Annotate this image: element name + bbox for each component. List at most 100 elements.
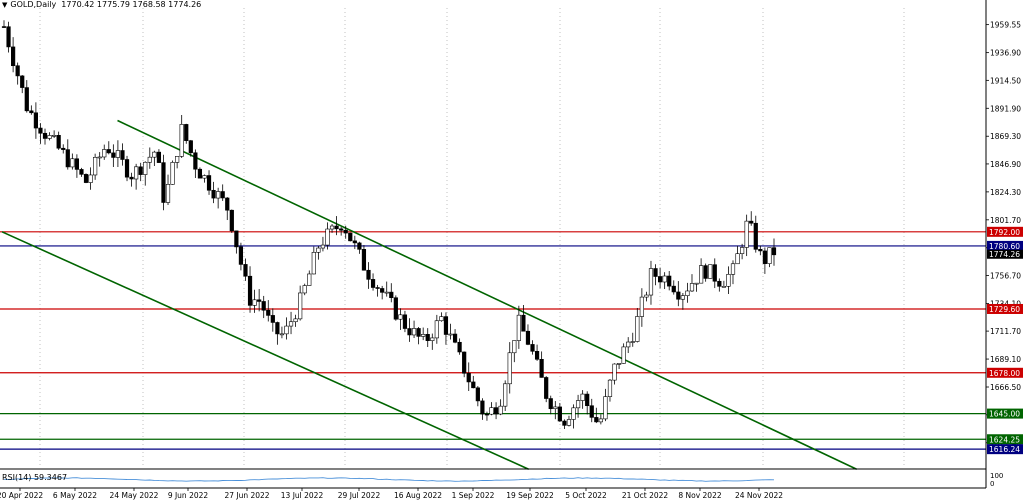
dropdown-arrow-icon[interactable]: ▼: [2, 1, 8, 9]
bull-candle: [165, 184, 171, 203]
bull-candle: [384, 291, 389, 294]
bear-candle: [466, 372, 471, 383]
bear-candle: [480, 400, 485, 415]
y-tick-label: 1846.90: [990, 160, 1021, 169]
bull-candle: [580, 393, 585, 401]
bear-candle: [771, 247, 777, 256]
bear-candle: [667, 275, 672, 287]
x-tick-label: 6 May 2022: [53, 491, 97, 500]
bear-candle: [188, 140, 193, 154]
bull-candle: [708, 264, 713, 279]
bear-candle: [138, 166, 143, 175]
x-tick-label: 21 Oct 2022: [622, 491, 669, 500]
price-labels: 1792.00 1780.60 1729.60 1678.00 1645.00 1624.…: [987, 226, 1023, 455]
x-tick-label: 27 Jun 2022: [224, 491, 269, 500]
x-tick-label: 24 Nov 2022: [735, 491, 783, 500]
y-tick-label: 1891.90: [990, 104, 1021, 113]
trendline: [117, 119, 858, 470]
bull-candle: [607, 379, 613, 397]
bull-candle: [329, 225, 335, 230]
bear-candle: [206, 175, 212, 191]
bull-candle: [52, 135, 57, 137]
y-tick-label: 1824.30: [990, 188, 1021, 197]
bear-candle: [452, 333, 458, 343]
bull-candle: [603, 396, 608, 420]
bear-candle: [65, 149, 70, 168]
bull-candle: [430, 337, 435, 341]
bear-candle: [762, 250, 767, 264]
x-tick-label: 20 Apr 2022: [0, 491, 43, 500]
bear-candle: [471, 381, 476, 389]
bear-candle: [443, 316, 449, 335]
x-tick-label: 13 Jul 2022: [281, 491, 324, 500]
bull-candle: [302, 285, 307, 294]
bear-candle: [758, 249, 763, 252]
horizontal-levels: [0, 231, 986, 450]
level-label: 1792.00: [989, 228, 1020, 237]
y-tick-label: 1936.90: [990, 49, 1021, 58]
bull-candle: [434, 320, 439, 339]
bull-candle: [202, 175, 207, 179]
bear-candle: [15, 65, 20, 77]
bear-candle: [33, 112, 38, 129]
bull-candle: [726, 273, 731, 287]
bear-candle: [676, 291, 681, 300]
bull-candle: [612, 363, 617, 381]
y-tick-label: 1959.55: [990, 21, 1021, 30]
bear-candle: [20, 75, 25, 88]
bull-candle: [730, 263, 736, 275]
bear-candle: [557, 406, 562, 422]
bull-candle: [134, 166, 139, 180]
level-label-bg: [987, 226, 1023, 237]
bull-candle: [740, 247, 745, 254]
bull-candle: [689, 283, 695, 292]
bull-candle: [616, 363, 622, 365]
bear-candle: [562, 420, 567, 426]
y-tick-label: 1734.10: [990, 299, 1021, 308]
bull-candle: [635, 316, 640, 342]
bull-candle: [630, 341, 635, 343]
bull-candle: [685, 290, 690, 296]
bull-candle: [626, 341, 631, 348]
bear-candle: [352, 240, 357, 244]
bull-candle: [644, 294, 649, 298]
bear-candle: [238, 246, 244, 265]
bear-candle: [493, 407, 499, 415]
bear-candle: [129, 176, 134, 180]
bear-candle: [589, 405, 594, 418]
bull-candle: [216, 191, 221, 199]
bear-candle: [462, 351, 467, 374]
bear-candle: [393, 297, 398, 320]
bear-candle: [416, 328, 421, 337]
bear-candle: [42, 132, 48, 139]
bull-candle: [298, 292, 303, 320]
bull-candle: [307, 273, 312, 286]
bear-candle: [749, 220, 754, 224]
level-label-bg: [987, 408, 1023, 419]
level-label: 1645.00: [989, 410, 1020, 419]
bear-candle: [229, 209, 234, 232]
level-label: 1616.24: [989, 445, 1020, 454]
level-label-bg: [987, 367, 1023, 378]
bear-candle: [594, 417, 599, 423]
bull-candle: [284, 325, 289, 335]
bull-candle: [170, 162, 175, 185]
bear-candle: [29, 110, 34, 114]
bull-candle: [279, 333, 285, 336]
level-label: 1729.60: [989, 305, 1020, 314]
bear-candle: [402, 314, 408, 329]
bear-candle: [266, 309, 271, 316]
bull-candle: [680, 295, 685, 300]
level-label: 1678.00: [989, 369, 1020, 378]
bear-candle: [197, 168, 203, 179]
bear-candle: [193, 152, 198, 170]
x-tick-label: 1 Sep 2022: [452, 491, 495, 500]
bear-candle: [83, 174, 89, 183]
level-label-bg: [987, 303, 1023, 314]
bear-candle: [389, 291, 394, 299]
bull-candle: [411, 328, 417, 336]
bear-candle: [275, 322, 280, 335]
bull-candle: [662, 275, 667, 283]
